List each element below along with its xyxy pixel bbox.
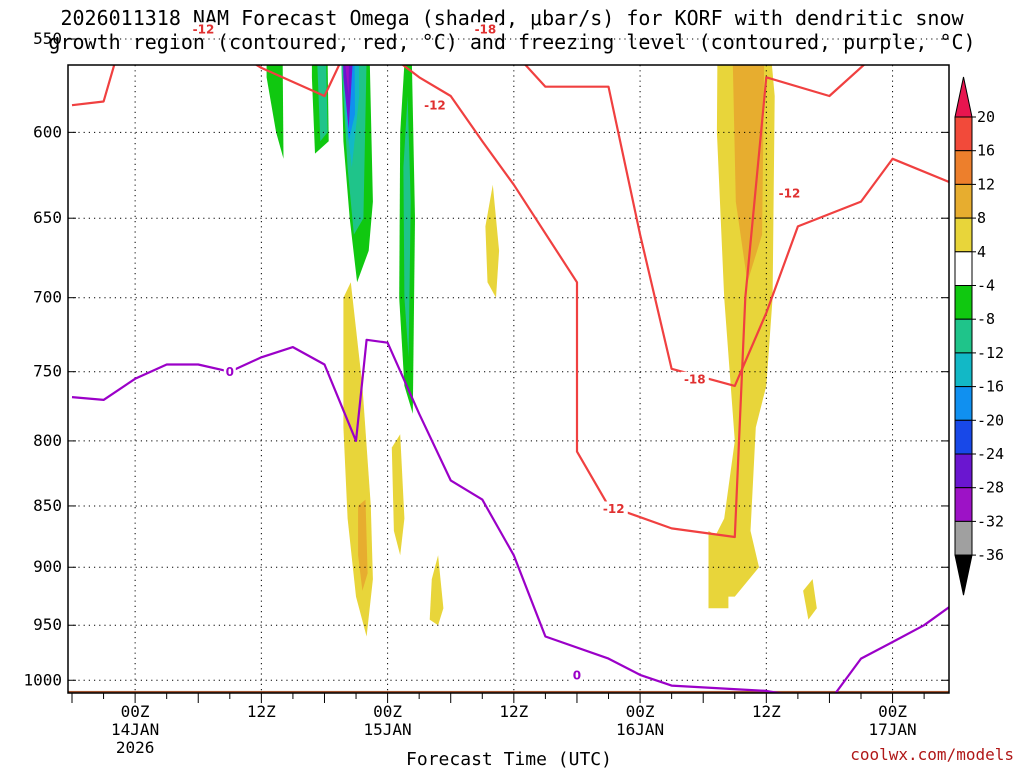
colorbar-swatch--12 (954, 318, 973, 354)
y-tick-label-800: 800 (33, 431, 62, 450)
colorbar-label--4: -4 (977, 277, 995, 295)
contour-label-bg-1 (189, 22, 218, 37)
plot-frame (67, 64, 950, 694)
colorbar-label-20: 20 (977, 108, 995, 126)
contour-label-bg-7 (223, 364, 236, 379)
colorbar-swatch-16 (954, 116, 973, 152)
contour-label-1: -12 (193, 23, 215, 37)
dendritic-minus-12-contour (71, 65, 866, 539)
colorbar-label--8: -8 (977, 310, 995, 328)
fill-left-teal (317, 65, 328, 142)
x-tick-date-78: 17JAN (868, 720, 916, 739)
colorbar-label-16: 16 (977, 142, 995, 160)
x-tick-date-6: 14JAN (111, 720, 159, 739)
fill-lower-yellow-c (429, 555, 444, 626)
fill-lower-orange (358, 499, 368, 591)
x-tick-label-18: 12Z (247, 702, 276, 721)
colorbar-swatch--32 (954, 487, 973, 522)
fill-core-violet (345, 65, 349, 96)
contour-label-3: -12 (424, 99, 446, 113)
freezing-level-0-contour (71, 338, 949, 693)
contour-label-bg-2 (471, 22, 500, 37)
x-tick-year-6: 2026 (116, 738, 155, 757)
y-tick-label-600: 600 (33, 122, 62, 141)
colorbar-label-12: 12 (977, 175, 995, 193)
y-tick-label-850: 850 (33, 496, 62, 515)
x-tick-date-30: 15JAN (364, 720, 412, 739)
x-tick-label-78: 00Z (878, 702, 907, 721)
contour-label-bg-4 (599, 501, 628, 516)
colorbar-label--28: -28 (977, 479, 1004, 497)
plot-area (68, 65, 949, 693)
x-tick-label-30: 00Z (373, 702, 402, 721)
fill-mid-teal (403, 96, 411, 358)
contour-label-bg-3 (420, 98, 449, 113)
dendritic-minus-18-contour (524, 65, 949, 387)
contour-label-5: -18 (684, 372, 706, 386)
y-tick-label-1000: 1000 (23, 670, 62, 689)
x-tick-date-54: 16JAN (616, 720, 664, 739)
y-tick-label-750: 750 (33, 362, 62, 381)
chart-title: 2026011318 NAM Forecast Omega (shaded, μ… (0, 6, 1024, 54)
colorbar-swatch--24 (954, 419, 973, 455)
colorbar-swatch-8 (954, 183, 973, 219)
colorbar-label-4: 4 (977, 243, 986, 261)
contour-label-8: 0 (573, 668, 581, 682)
credit-link[interactable]: coolwx.com/models (850, 745, 1014, 764)
colorbar-label--12: -12 (977, 344, 1004, 362)
x-axis-label: Forecast Time (UTC) (406, 749, 612, 768)
x-tick-label-54: 00Z (626, 702, 655, 721)
colorbar-label--36: -36 (977, 546, 1004, 564)
colorbar-swatch-4 (954, 217, 973, 253)
x-tick-label-6: 00Z (121, 702, 150, 721)
contour-label-4: -12 (603, 502, 625, 516)
y-tick-label-700: 700 (33, 288, 62, 307)
fill-left-green-a (266, 65, 284, 159)
colorbar-swatch--36 (954, 520, 973, 556)
colorbar-swatch--20 (954, 386, 973, 421)
fill-lower-yellow-b (391, 434, 405, 556)
contour-label-2: -18 (475, 23, 497, 37)
fill-descent-orange (732, 65, 765, 283)
colorbar-swatch--4 (954, 251, 973, 287)
y-tick-label-650: 650 (33, 208, 62, 227)
colorbar-arrow-top (954, 76, 973, 118)
colorbar-swatch-12 (954, 150, 973, 185)
contour-label-bg-8 (570, 667, 583, 682)
colorbar-swatch--8 (954, 285, 973, 320)
y-tick-label-950: 950 (33, 615, 62, 634)
x-tick-label-42: 12Z (499, 702, 528, 721)
colorbar-label--20: -20 (977, 411, 1004, 429)
fill-core-purple (343, 65, 353, 129)
colorbar-label--32: -32 (977, 512, 1004, 530)
fill-descent-yellow-c (708, 530, 729, 609)
chart-title-line-2: growth region (contoured, red, °C) and f… (48, 30, 976, 54)
fill-lower-yellow-d (485, 184, 500, 298)
contour-label-6: -12 (779, 187, 801, 201)
colorbar-label-8: 8 (977, 209, 986, 227)
ground-terrain (68, 690, 949, 693)
colorbar-label--24: -24 (977, 445, 1004, 463)
colorbar-label--16: -16 (977, 378, 1004, 396)
chart-title-line-1: 2026011318 NAM Forecast Omega (shaded, μ… (60, 6, 964, 30)
colorbar-swatch--16 (954, 352, 973, 388)
fill-descent-yellow-b (803, 579, 817, 620)
contour-label-bg-6 (775, 186, 804, 201)
contour-label-7: 0 (226, 365, 234, 379)
contour-label-bg-5 (680, 371, 709, 386)
y-tick-label-550: 550 (33, 29, 62, 48)
colorbar-arrow-bottom (954, 554, 973, 596)
colorbar-swatch--28 (954, 453, 973, 489)
x-tick-label-66: 12Z (752, 702, 781, 721)
y-tick-label-900: 900 (33, 557, 62, 576)
